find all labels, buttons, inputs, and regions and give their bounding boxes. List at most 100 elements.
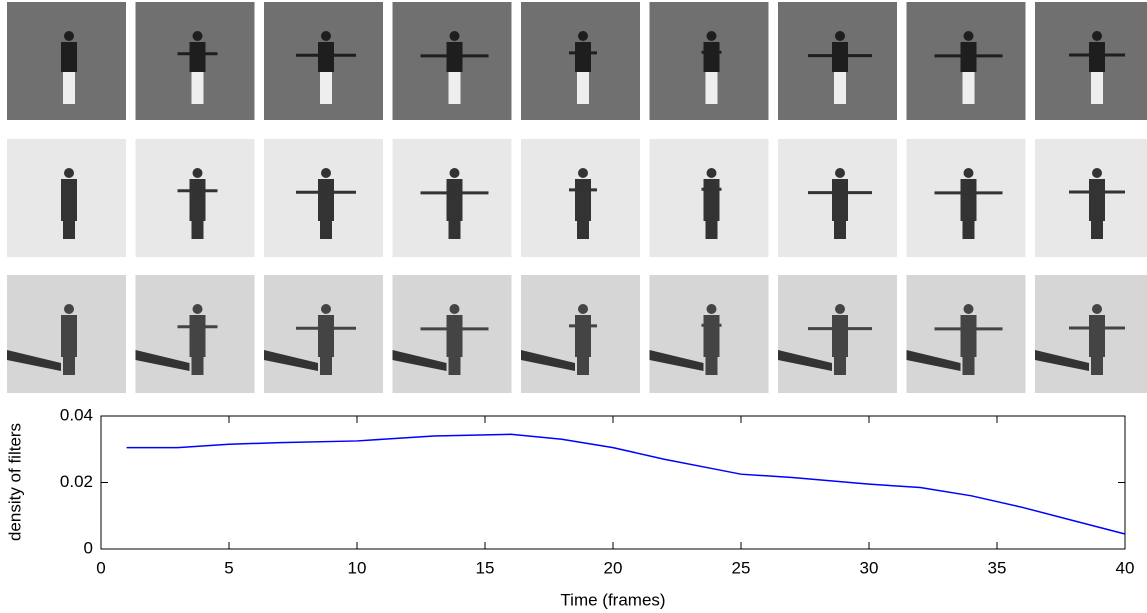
y-axis-label: density of filters (5, 423, 24, 541)
torso (1089, 179, 1105, 221)
frames (7, 2, 1147, 393)
torso (318, 179, 334, 221)
legs (962, 357, 975, 375)
shadow (135, 350, 190, 371)
x-tick-label: 30 (860, 558, 879, 577)
head (1092, 304, 1102, 314)
torso (1089, 42, 1105, 72)
torso (318, 42, 334, 72)
head (449, 304, 460, 314)
legs (834, 72, 846, 104)
legs (577, 221, 589, 239)
data-line (126, 433, 1126, 535)
legs (448, 357, 461, 375)
x-tick-label: 15 (476, 558, 495, 577)
y-tick-label: 0.02 (60, 472, 93, 491)
head (578, 168, 588, 178)
head (321, 304, 331, 314)
x-axis-label: Time (frames) (560, 590, 665, 609)
shadow (649, 350, 704, 371)
legs (1091, 357, 1103, 375)
x-tick-label: 10 (348, 558, 367, 577)
torso (189, 179, 206, 221)
torso (832, 179, 848, 221)
legs (448, 221, 461, 239)
legs (320, 221, 332, 239)
legs (577, 357, 589, 375)
torso (832, 315, 848, 357)
head (835, 304, 845, 314)
torso (575, 179, 591, 221)
head (64, 168, 74, 178)
shadow (7, 350, 61, 371)
shadow (521, 350, 575, 371)
legs (962, 221, 975, 239)
torso (1089, 315, 1105, 357)
x-tick-label: 35 (988, 558, 1007, 577)
shadow (1035, 350, 1089, 371)
head (963, 304, 974, 314)
torso (575, 42, 591, 72)
legs (63, 357, 75, 375)
head (449, 168, 460, 178)
torso (703, 179, 720, 221)
head (64, 31, 74, 41)
head (578, 31, 588, 41)
head (963, 168, 974, 178)
y-tick-label: 0 (84, 538, 93, 557)
torso (960, 179, 977, 221)
torso (703, 315, 720, 357)
legs (962, 72, 975, 104)
legs (705, 357, 718, 375)
head (706, 31, 717, 41)
legs (1091, 221, 1103, 239)
x-tick-label: 40 (1116, 558, 1135, 577)
legs (191, 221, 204, 239)
torso (61, 42, 77, 72)
shadow (906, 350, 961, 371)
head (1092, 31, 1102, 41)
head (835, 31, 845, 41)
y-tick-label: 0.04 (60, 405, 93, 424)
x-tick-label: 5 (224, 558, 233, 577)
head (578, 304, 588, 314)
torso (189, 315, 206, 357)
torso (446, 179, 463, 221)
legs (63, 221, 75, 239)
torso (703, 42, 720, 72)
x-tick-label: 25 (732, 558, 751, 577)
legs (577, 72, 589, 104)
legs (191, 72, 204, 104)
head (1092, 168, 1102, 178)
shadow (778, 350, 832, 371)
legs (834, 357, 846, 375)
head (449, 31, 460, 41)
legs (448, 72, 461, 104)
legs (63, 72, 75, 104)
head (64, 304, 74, 314)
torso (446, 315, 463, 357)
head (192, 304, 203, 314)
torso (61, 315, 77, 357)
legs (705, 72, 718, 104)
head (835, 168, 845, 178)
shadow (392, 350, 447, 371)
legs (1091, 72, 1103, 104)
plot-area (100, 415, 1126, 550)
head (321, 31, 331, 41)
torso (318, 315, 334, 357)
head (706, 304, 717, 314)
torso (960, 315, 977, 357)
torso (189, 42, 206, 72)
torso (61, 179, 77, 221)
head (192, 31, 203, 41)
x-tick-label: 0 (96, 558, 105, 577)
shadow (264, 350, 318, 371)
legs (705, 221, 718, 239)
head (706, 168, 717, 178)
x-tick-label: 20 (604, 558, 623, 577)
head (192, 168, 203, 178)
legs (834, 221, 846, 239)
legs (320, 357, 332, 375)
